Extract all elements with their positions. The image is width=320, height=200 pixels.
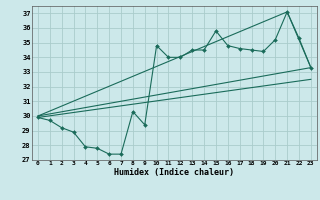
X-axis label: Humidex (Indice chaleur): Humidex (Indice chaleur) bbox=[115, 168, 234, 177]
